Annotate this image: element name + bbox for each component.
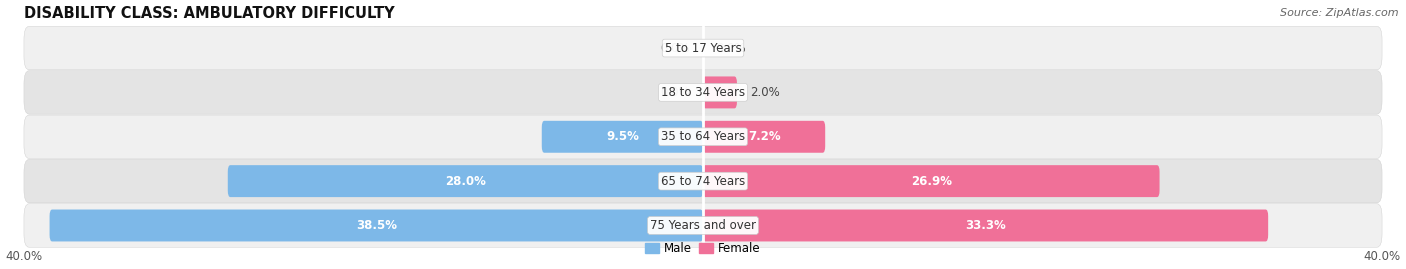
- Text: 5 to 17 Years: 5 to 17 Years: [665, 42, 741, 55]
- FancyBboxPatch shape: [541, 121, 703, 153]
- Text: 65 to 74 Years: 65 to 74 Years: [661, 175, 745, 188]
- Text: DISABILITY CLASS: AMBULATORY DIFFICULTY: DISABILITY CLASS: AMBULATORY DIFFICULTY: [24, 6, 395, 20]
- Text: 7.2%: 7.2%: [748, 130, 780, 143]
- FancyBboxPatch shape: [703, 210, 1268, 242]
- Text: 75 Years and over: 75 Years and over: [650, 219, 756, 232]
- FancyBboxPatch shape: [228, 165, 703, 197]
- FancyBboxPatch shape: [703, 121, 825, 153]
- Legend: Male, Female: Male, Female: [641, 237, 765, 260]
- Text: 35 to 64 Years: 35 to 64 Years: [661, 130, 745, 143]
- Text: Source: ZipAtlas.com: Source: ZipAtlas.com: [1281, 8, 1399, 18]
- Text: 33.3%: 33.3%: [965, 219, 1005, 232]
- Text: 38.5%: 38.5%: [356, 219, 396, 232]
- FancyBboxPatch shape: [24, 26, 1382, 70]
- Text: 0.0%: 0.0%: [659, 86, 689, 99]
- Text: 0.0%: 0.0%: [717, 42, 747, 55]
- FancyBboxPatch shape: [49, 210, 703, 242]
- Text: 9.5%: 9.5%: [606, 130, 638, 143]
- FancyBboxPatch shape: [24, 204, 1382, 247]
- Text: 0.0%: 0.0%: [659, 42, 689, 55]
- Text: 18 to 34 Years: 18 to 34 Years: [661, 86, 745, 99]
- FancyBboxPatch shape: [24, 115, 1382, 158]
- Text: 26.9%: 26.9%: [911, 175, 952, 188]
- FancyBboxPatch shape: [703, 76, 737, 108]
- Text: 28.0%: 28.0%: [444, 175, 486, 188]
- FancyBboxPatch shape: [24, 160, 1382, 203]
- Text: 2.0%: 2.0%: [751, 86, 780, 99]
- FancyBboxPatch shape: [24, 71, 1382, 114]
- FancyBboxPatch shape: [703, 165, 1160, 197]
